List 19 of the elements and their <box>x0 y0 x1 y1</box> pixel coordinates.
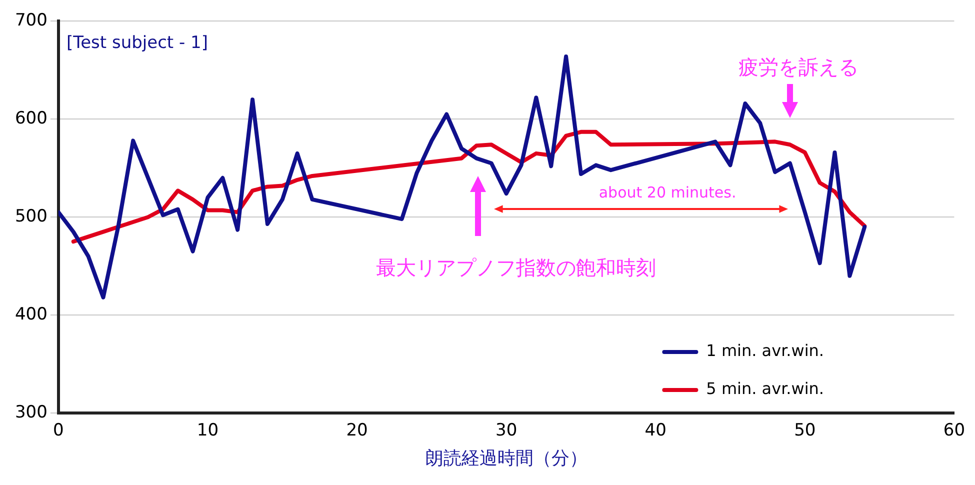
text: [Test subject - 1] <box>66 33 208 54</box>
y-tick-label: 400 <box>14 304 48 324</box>
x-tick-label: 40 <box>644 420 666 441</box>
annotation: 疲労を訴える <box>738 55 858 80</box>
annotation: about 20 minutes. <box>598 184 736 202</box>
y-tick-label: 500 <box>14 206 48 227</box>
annotation: 最大リアプノフ指数の飽和時刻 <box>376 255 656 280</box>
y-tick-label: 300 <box>14 402 48 422</box>
x-tick-label: 50 <box>794 420 816 441</box>
x-tick-label: 30 <box>495 420 518 441</box>
x-tick-label: 10 <box>196 420 219 441</box>
x-tick-label: 60 <box>943 420 966 441</box>
y-tick-label: 700 <box>14 10 48 31</box>
x-axis-title: 朗読経過時間（分） <box>425 448 588 469</box>
legend-label: 1 min. avr.win. <box>706 341 824 360</box>
x-tick-label: 20 <box>346 420 368 441</box>
y-tick-label: 600 <box>14 108 48 129</box>
legend-label: 5 min. avr.win. <box>706 379 824 398</box>
x-tick-label: 0 <box>53 420 64 441</box>
